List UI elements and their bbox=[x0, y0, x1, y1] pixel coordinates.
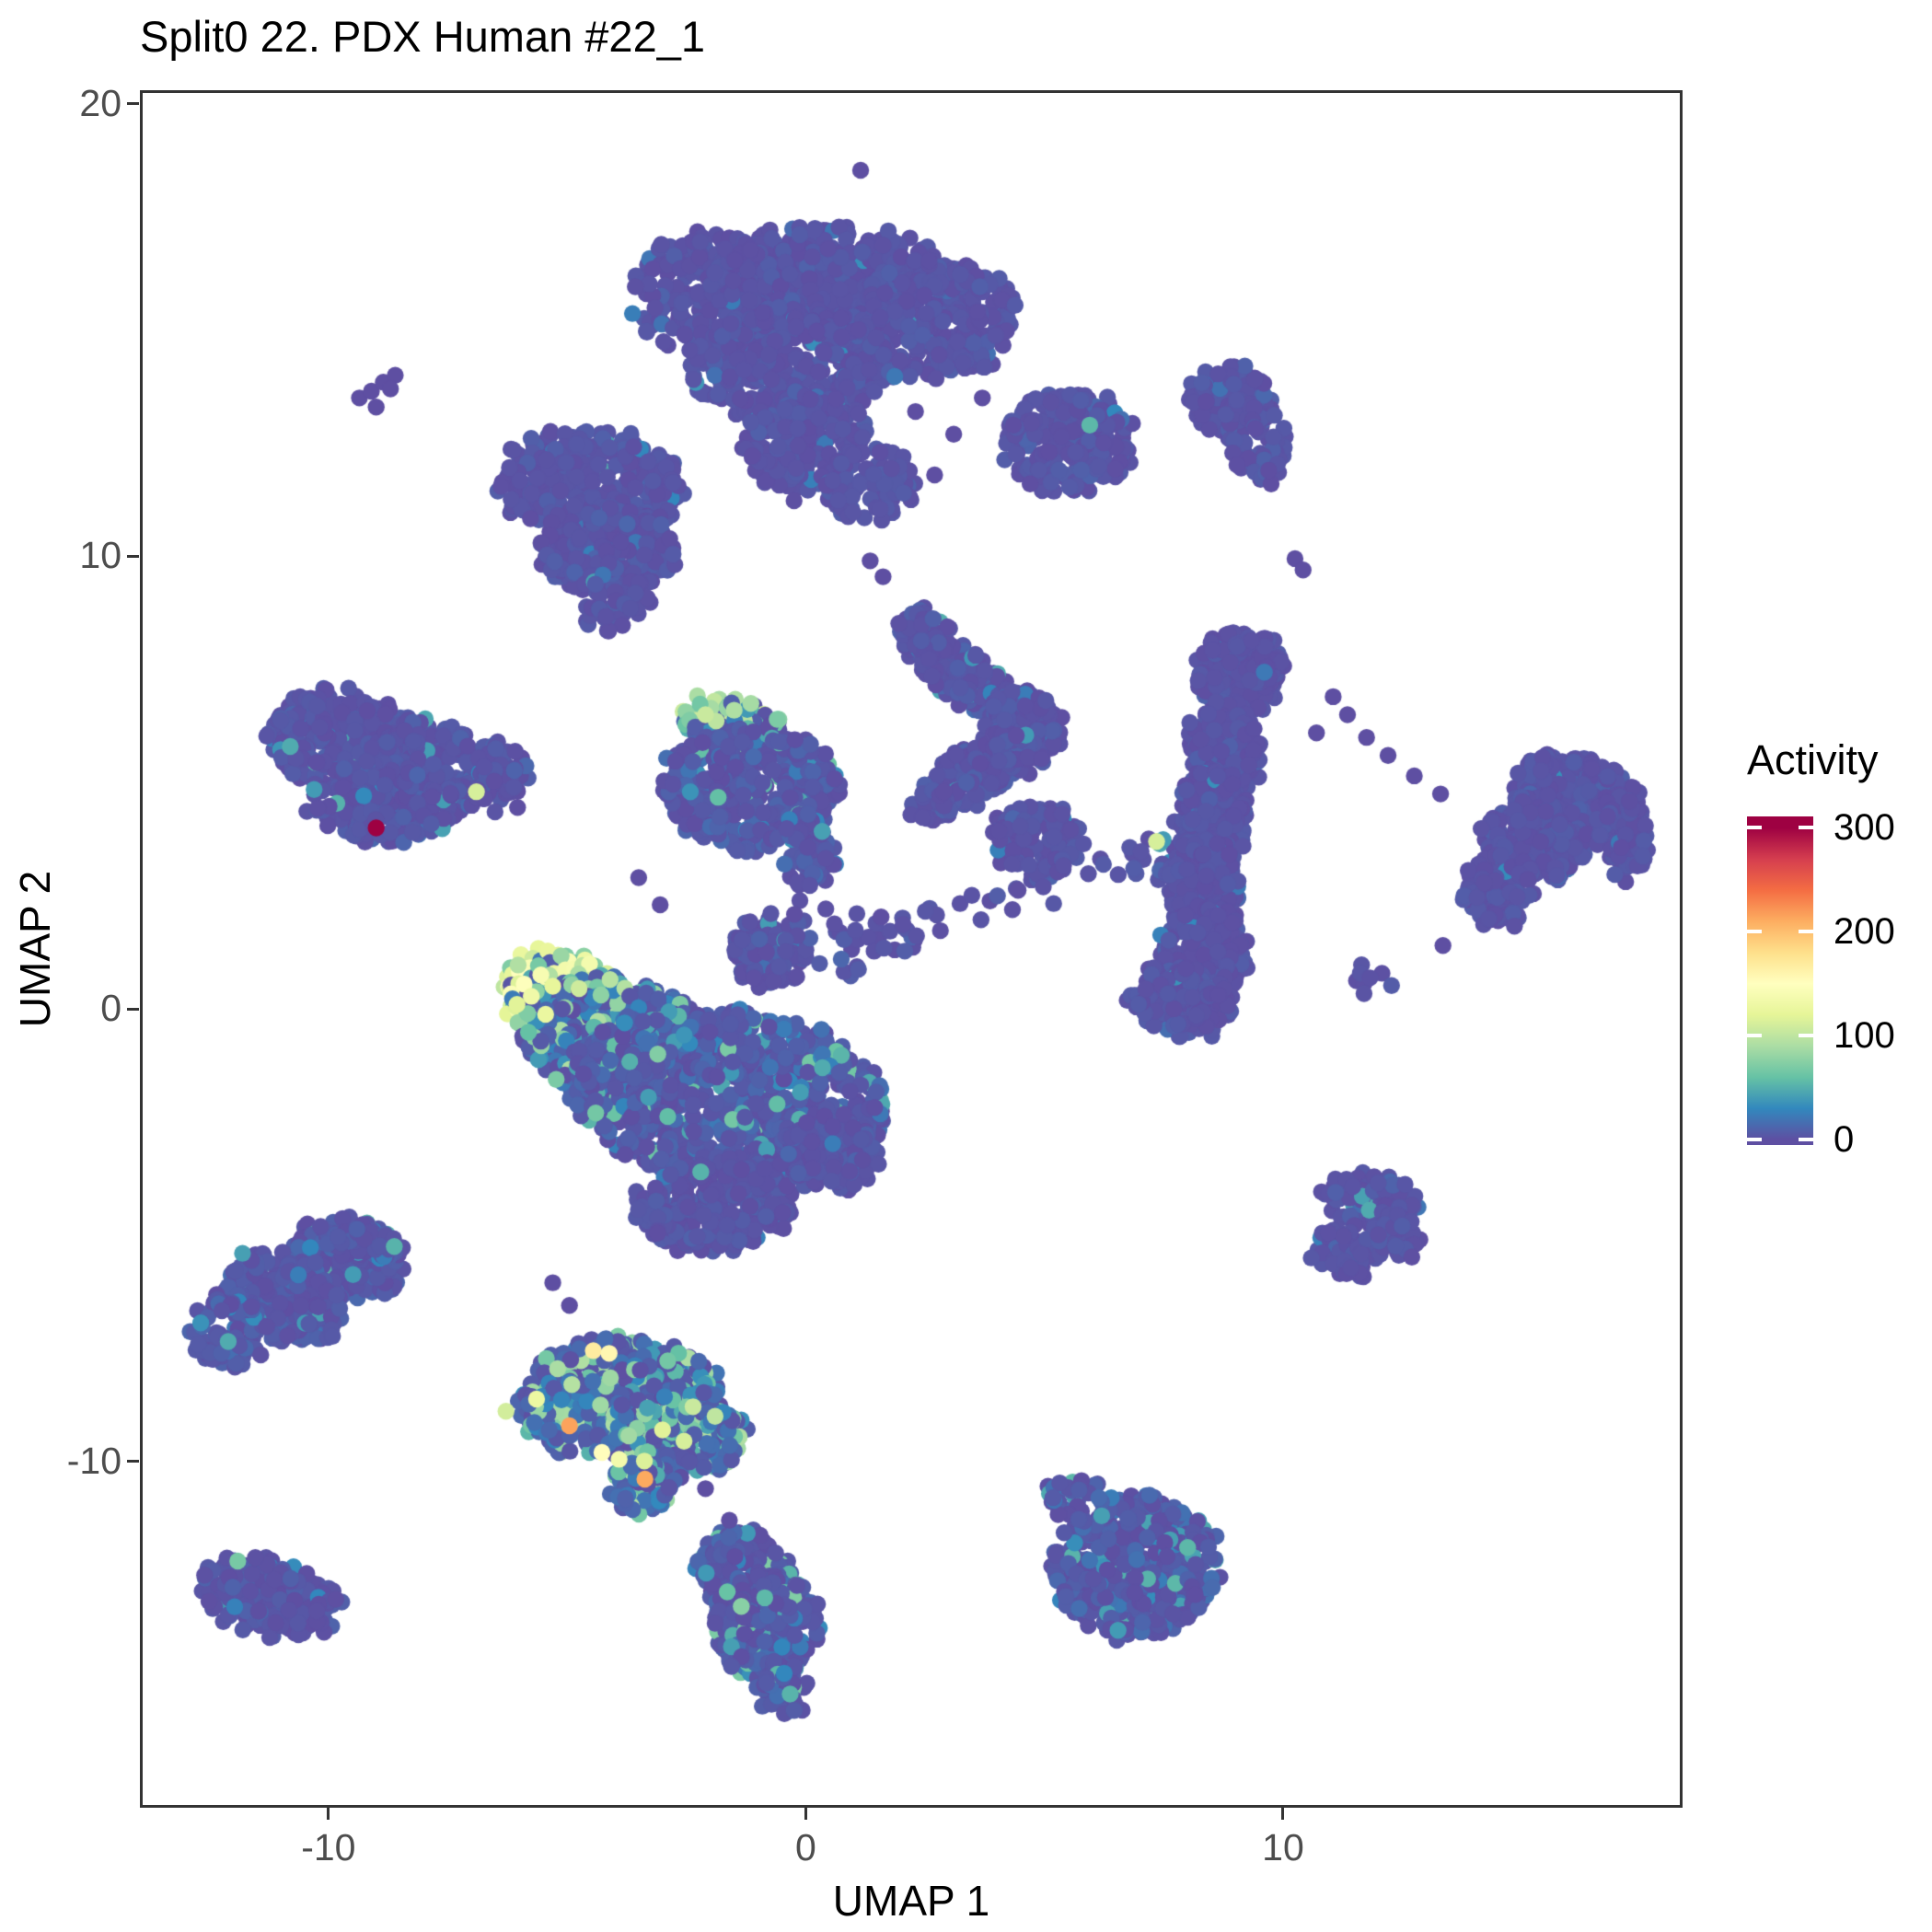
colorbar-tick-mark bbox=[1747, 1034, 1762, 1038]
x-tick-label: 10 bbox=[1262, 1826, 1304, 1868]
x-axis-title: UMAP 1 bbox=[832, 1877, 990, 1925]
y-tick-label: 0 bbox=[100, 987, 121, 1030]
colorbar-tick-label: 0 bbox=[1834, 1119, 1855, 1161]
y-tick-label: -10 bbox=[66, 1439, 121, 1482]
colorbar-tick-mark bbox=[1799, 826, 1813, 830]
colorbar-tick-label: 100 bbox=[1834, 1015, 1895, 1057]
y-tick-mark bbox=[127, 554, 139, 558]
y-tick-mark bbox=[127, 1460, 139, 1463]
x-tick-mark bbox=[327, 1808, 330, 1820]
umap-scatter-canvas bbox=[140, 90, 1683, 1808]
x-tick-label: 0 bbox=[794, 1826, 816, 1868]
y-tick-mark bbox=[127, 1007, 139, 1011]
colorbar-tick-label: 300 bbox=[1834, 807, 1895, 849]
plot-title: Split0 22. PDX Human #22_1 bbox=[140, 12, 705, 61]
colorbar-tick-mark bbox=[1747, 930, 1762, 934]
colorbar-tick-label: 200 bbox=[1834, 911, 1895, 953]
x-tick-label: -10 bbox=[301, 1826, 356, 1868]
y-tick-mark bbox=[127, 102, 139, 106]
activity-colorbar bbox=[1747, 816, 1813, 1145]
y-axis-title: UMAP 2 bbox=[11, 870, 59, 1028]
x-tick-mark bbox=[1281, 1808, 1285, 1820]
colorbar-tick-mark bbox=[1747, 1138, 1762, 1142]
colorbar-tick-mark bbox=[1799, 1034, 1813, 1038]
y-tick-label: 20 bbox=[79, 81, 121, 124]
colorbar-tick-mark bbox=[1799, 1138, 1813, 1142]
y-tick-label: 10 bbox=[79, 534, 121, 577]
colorbar-tick-mark bbox=[1747, 826, 1762, 830]
legend-title: Activity bbox=[1747, 736, 1879, 783]
x-tick-mark bbox=[804, 1808, 807, 1820]
colorbar-tick-mark bbox=[1799, 930, 1813, 934]
